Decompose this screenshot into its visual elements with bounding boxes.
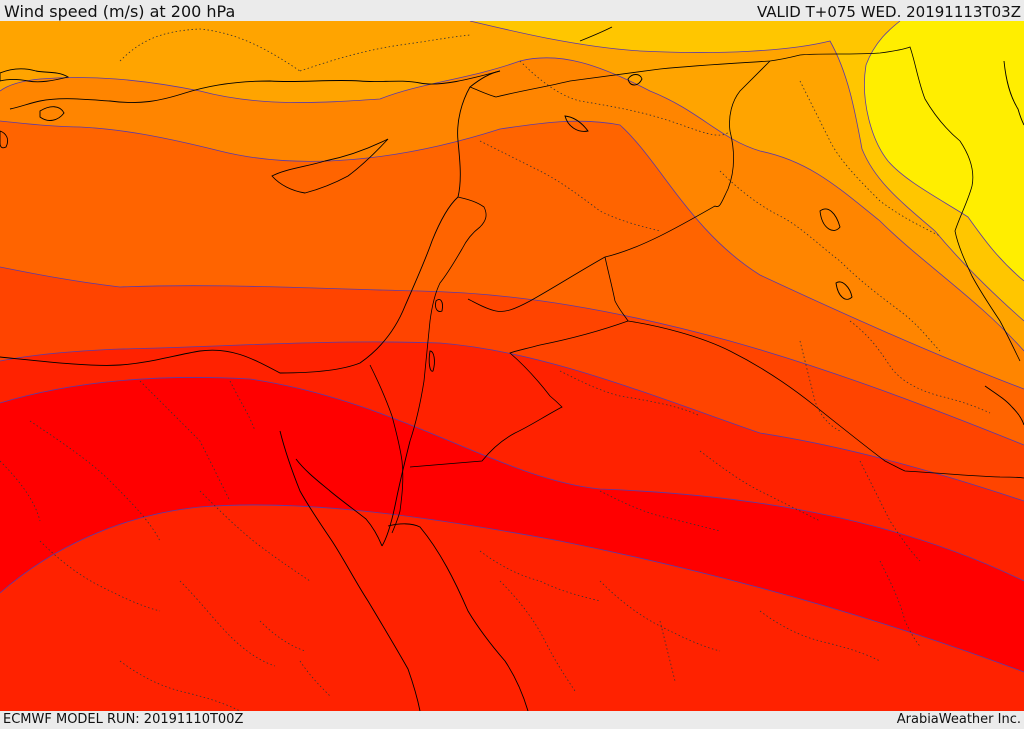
admin-border: [879, 560, 921, 647]
admin-border: [299, 660, 331, 697]
country-border: [467, 205, 716, 312]
band-6: [0, 21, 1024, 351]
coastline: [984, 385, 1024, 426]
coastline: [295, 458, 383, 547]
coastline: [9, 70, 501, 110]
admin-border: [29, 420, 161, 542]
country-border: [409, 196, 487, 442]
country-border: [627, 320, 1024, 479]
admin-border: [479, 550, 601, 602]
lake-outline: [435, 299, 443, 312]
admin-border: [559, 370, 701, 417]
isotach-line: [0, 377, 1024, 582]
admin-border: [599, 580, 721, 652]
coastline: [381, 440, 411, 547]
band-8: [864, 21, 1024, 281]
coastline: [279, 430, 421, 711]
admin-border: [229, 380, 256, 432]
country-border: [409, 256, 629, 468]
isotach-line: [0, 266, 1024, 446]
admin-border: [259, 620, 306, 652]
admin-border: [759, 610, 881, 662]
admin-border: [699, 450, 821, 522]
isotach-line: [0, 120, 1024, 390]
admin-border: [799, 80, 941, 237]
country-border: [469, 46, 974, 187]
map-canvas: [0, 21, 1024, 711]
isotach-line: [864, 21, 1024, 282]
island-outline: [39, 106, 65, 121]
admin-border: [179, 580, 276, 667]
admin-border: [719, 170, 941, 352]
island-outline: [0, 68, 70, 83]
admin-border: [139, 380, 231, 502]
coastline: [579, 26, 613, 42]
header-bar: Wind speed (m/s) at 200 hPa VALID T+075 …: [0, 0, 1024, 21]
admin-borders: [0, 28, 991, 711]
lake-outline: [564, 115, 589, 132]
lake-outline: [835, 281, 853, 300]
coastline: [1003, 60, 1024, 126]
island-outline: [0, 130, 9, 149]
cyprus-outline: [271, 138, 389, 194]
admin-border: [299, 34, 471, 72]
admin-border: [39, 540, 161, 612]
footer-bar: ECMWF MODEL RUN: 20191110T00Z ArabiaWeat…: [0, 711, 1024, 729]
admin-border: [659, 620, 676, 682]
coastline: [387, 523, 529, 711]
admin-border: [519, 60, 731, 136]
admin-border: [119, 28, 301, 72]
admin-border: [499, 580, 576, 692]
country-borders: [369, 46, 1024, 534]
lake-outline: [819, 208, 841, 231]
country-border: [369, 364, 404, 534]
country-border: [954, 185, 1021, 362]
admin-border: [599, 490, 721, 532]
admin-border: [479, 140, 661, 232]
admin-border: [119, 660, 241, 711]
valid-time: VALID T+075 WED. 20191113T03Z: [756, 3, 1021, 21]
admin-border: [199, 490, 311, 582]
isotach-line: [469, 21, 1024, 322]
coastline: [0, 70, 501, 374]
model-run: ECMWF MODEL RUN: 20191110T00Z: [3, 712, 244, 727]
lake-outline: [428, 350, 435, 372]
isotach-line: [0, 341, 1024, 502]
admin-border: [849, 320, 991, 414]
wind-speed-map[interactable]: [0, 21, 1024, 711]
coastlines: [0, 26, 1024, 711]
map-title: Wind speed (m/s) at 200 hPa: [4, 2, 236, 21]
isotach-line: [0, 504, 1024, 673]
credit: ArabiaWeather Inc.: [896, 712, 1021, 727]
lake-outline: [627, 74, 643, 86]
